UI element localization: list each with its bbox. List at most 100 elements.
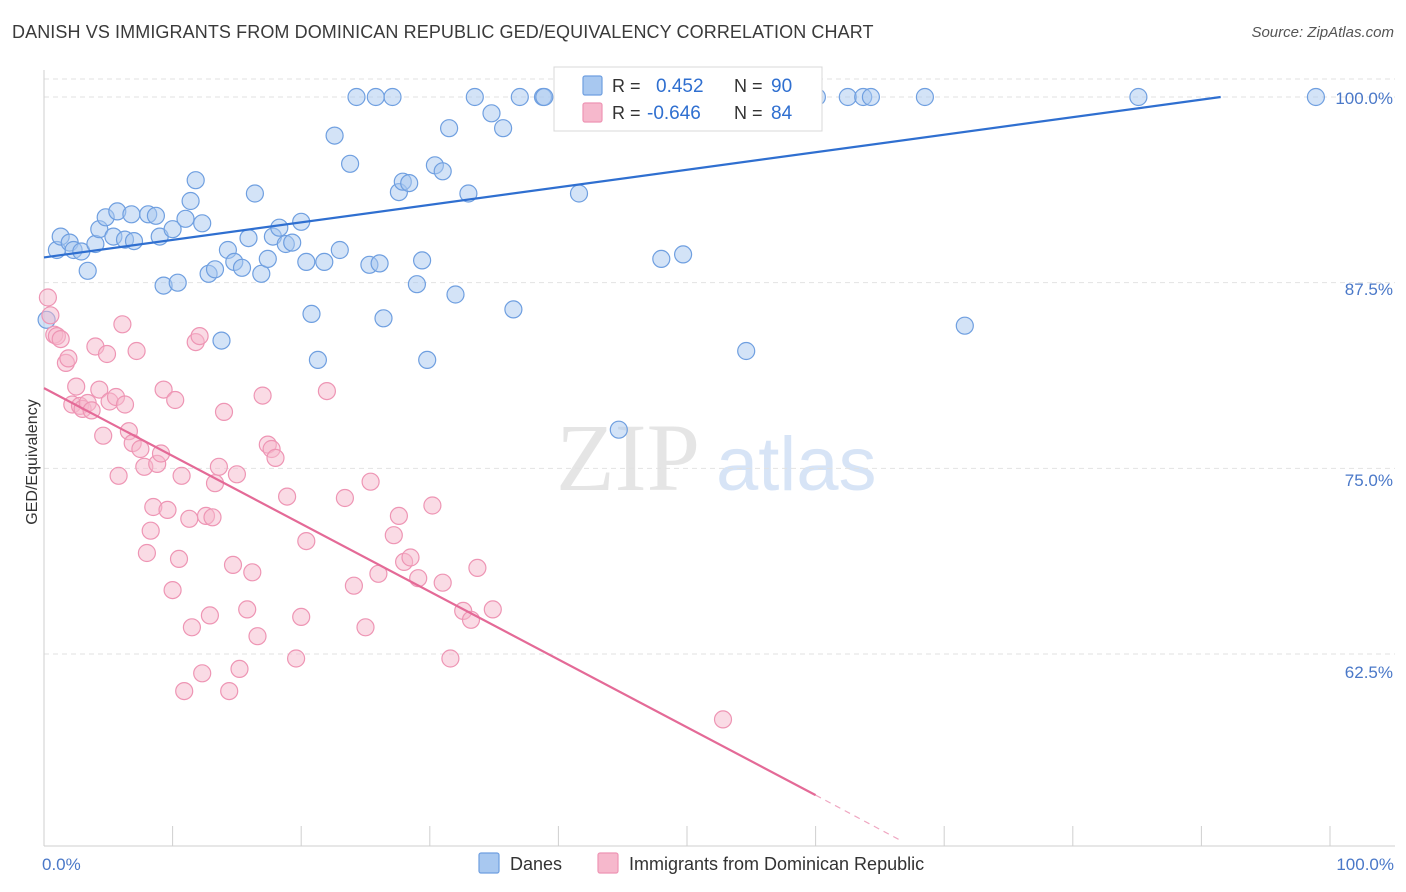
danes-point-20: [168, 273, 187, 292]
dominican-point-28: [141, 521, 160, 540]
danes-point-80: [737, 341, 756, 361]
danes-trend-line: [43, 95, 1221, 259]
danes-point-77: [652, 249, 671, 268]
bottom-legend-swatch-danes: [478, 852, 500, 874]
dominican-point-46: [203, 508, 222, 527]
danes-point-49: [366, 87, 385, 107]
danes-point-57: [413, 251, 432, 270]
danes-point-66: [494, 119, 513, 138]
watermark: ZIP atlas: [556, 404, 877, 511]
dominican-point-49: [214, 402, 234, 421]
y-axis-label: GED/Equivalency: [24, 399, 41, 524]
danes-point-64: [465, 87, 484, 107]
dominican-trend-line-extension: [815, 794, 900, 841]
danes-point-60: [433, 162, 452, 181]
danes-point-67: [504, 300, 523, 319]
danes-point-41: [302, 304, 321, 323]
dominican-point-62: [287, 649, 306, 668]
danes-point-22: [181, 191, 200, 211]
danes-point-31: [239, 229, 258, 248]
legend-n-value-dominican: 84: [771, 103, 793, 124]
dominican-point-66: [335, 488, 354, 508]
x-tick-label-0: 0.0%: [42, 855, 81, 874]
dominican-point-14: [90, 380, 109, 399]
dominican-point-56: [248, 627, 267, 646]
danes-point-16: [146, 206, 165, 225]
dominican-point-32: [154, 380, 173, 399]
dominican-point-83: [713, 710, 733, 729]
danes-point-19: [163, 220, 182, 239]
y-tick-label-75: 75.0%: [1345, 471, 1393, 490]
axes: [43, 70, 1395, 847]
dominican-point-8: [67, 377, 86, 396]
dominican-point-34: [163, 580, 182, 600]
dominican-point-64: [297, 531, 316, 551]
dominican-point-0: [38, 288, 58, 307]
dominican-point-76: [423, 496, 442, 515]
dominican-point-33: [158, 500, 177, 519]
legend-n-value-danes: 90: [771, 76, 792, 97]
legend-n-label-dominican: N =: [734, 103, 763, 123]
dominican-point-68: [356, 618, 375, 637]
dominican-point-37: [172, 466, 191, 485]
y-tick-label-87-5: 87.5%: [1345, 280, 1393, 299]
danes-point-47: [347, 87, 366, 107]
danes-point-61: [440, 119, 459, 138]
dominican-point-82: [483, 600, 502, 619]
dominican-point-24: [127, 341, 146, 361]
top-legend: R = 0.452 N = 90 R = -0.646 N = 84: [553, 66, 823, 132]
dominican-point-45: [200, 606, 219, 625]
danes-point-38: [283, 233, 302, 252]
danes-point-68: [510, 87, 529, 107]
danes-point-74: [609, 420, 628, 439]
dominican-point-71: [384, 526, 403, 545]
source-label: Source: ZipAtlas.com: [1251, 24, 1394, 41]
dominican-point-69: [361, 472, 380, 491]
watermark-atlas: atlas: [716, 422, 877, 507]
danes-point-26: [205, 260, 225, 279]
danes-point-72: [569, 184, 589, 203]
danes-point-63: [459, 184, 478, 203]
danes-point-34: [258, 249, 277, 268]
bottom-legend: Danes Immigrants from Dominican Republic: [478, 852, 924, 874]
danes-point-87: [955, 316, 974, 335]
bottom-legend-label-dominican: Immigrants from Dominican Republic: [629, 854, 924, 874]
chart-title: DANISH VS IMMIGRANTS FROM DOMINICAN REPU…: [12, 22, 874, 42]
dominican-point-43: [193, 664, 212, 683]
danes-point-30: [232, 258, 252, 277]
dominican-point-81: [468, 558, 487, 578]
danes-point-44: [325, 126, 344, 145]
dominican-point-77: [433, 573, 452, 592]
danes-point-70: [535, 87, 554, 107]
danes-point-78: [673, 245, 693, 264]
legend-r-value-dominican: -0.646: [647, 103, 701, 124]
bottom-legend-label-danes: Danes: [510, 854, 562, 874]
danes-point-83: [838, 87, 857, 107]
dominican-point-21: [115, 395, 135, 414]
danes-point-55: [400, 174, 419, 193]
dominican-point-78: [441, 649, 460, 668]
danes-point-85: [861, 87, 881, 107]
danes-point-6: [78, 261, 97, 280]
danes-point-27: [212, 331, 231, 350]
danes-point-13: [122, 205, 141, 224]
danes-point-43: [315, 252, 334, 271]
dominican-point-52: [227, 465, 246, 484]
dominican-point-54: [238, 600, 257, 619]
danes-point-21: [176, 209, 195, 228]
trend-lines: [43, 95, 1221, 841]
dominican-point-61: [278, 487, 297, 506]
legend-swatch-danes: [582, 75, 603, 96]
danes-point-32: [245, 184, 264, 203]
danes-point-24: [193, 214, 212, 233]
danes-point-36: [270, 218, 289, 237]
dominican-point-50: [220, 681, 239, 701]
dominican-point-65: [317, 382, 336, 401]
dominican-point-39: [180, 509, 199, 528]
danes-point-42: [308, 350, 327, 369]
dominican-point-42: [190, 327, 209, 346]
danes-point-50: [370, 254, 389, 273]
y-tick-label-100: 100.0%: [1335, 89, 1393, 108]
danes-point-52: [383, 87, 402, 107]
